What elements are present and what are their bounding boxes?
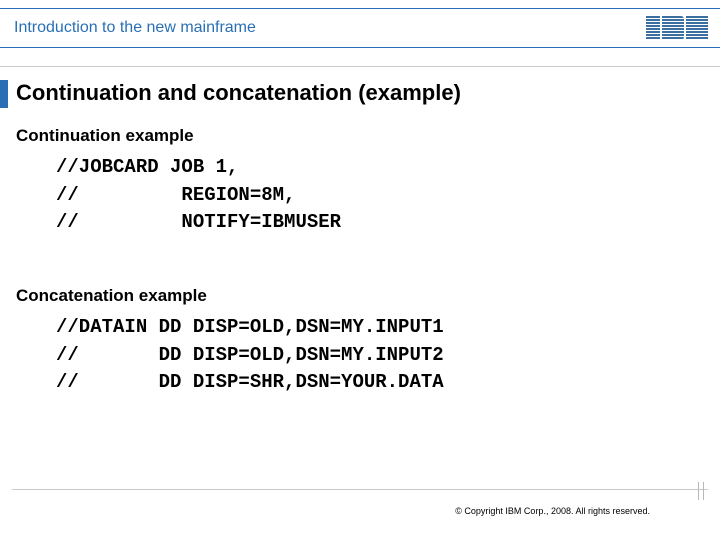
slide-title: Continuation and concatenation (example) bbox=[16, 80, 461, 106]
title-accent-bar bbox=[0, 80, 8, 108]
ibm-logo-i bbox=[646, 16, 660, 40]
footer-page-mark bbox=[698, 482, 704, 500]
header-bar: Introduction to the new mainframe bbox=[0, 8, 720, 48]
ibm-logo-m bbox=[686, 16, 708, 40]
ibm-logo-b bbox=[662, 16, 684, 40]
section-heading-continuation: Continuation example bbox=[16, 126, 194, 146]
header-underline bbox=[0, 66, 720, 67]
code-continuation: //JOBCARD JOB 1, // REGION=8M, // NOTIFY… bbox=[56, 154, 341, 237]
footer-rule bbox=[12, 489, 708, 490]
slide: Introduction to the new mainframe Contin… bbox=[0, 0, 720, 540]
section-heading-concatenation: Concatenation example bbox=[16, 286, 207, 306]
copyright-text: © Copyright IBM Corp., 2008. All rights … bbox=[455, 506, 650, 516]
header-text: Introduction to the new mainframe bbox=[14, 19, 256, 37]
code-concatenation: //DATAIN DD DISP=OLD,DSN=MY.INPUT1 // DD… bbox=[56, 314, 444, 397]
ibm-logo bbox=[646, 16, 706, 40]
